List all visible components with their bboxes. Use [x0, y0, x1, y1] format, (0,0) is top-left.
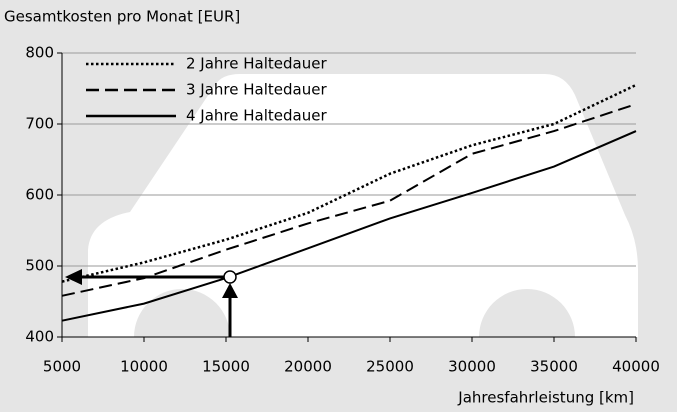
- x-tick-label: 15000: [202, 358, 250, 376]
- x-tick-label: 40000: [612, 358, 660, 376]
- y-tick-label: 700: [25, 115, 54, 133]
- x-tick-label: 5000: [43, 358, 81, 376]
- x-tick-label: 30000: [448, 358, 496, 376]
- y-tick-label: 400: [25, 328, 54, 346]
- x-tick-label: 25000: [366, 358, 414, 376]
- legend-label: 4 Jahre Haltedauer: [186, 107, 327, 125]
- x-tick-label: 35000: [530, 358, 578, 376]
- y-tick-label: 500: [25, 257, 54, 275]
- x-axis-title: Jahresfahrleistung [km]: [457, 389, 634, 407]
- legend-label: 3 Jahre Haltedauer: [186, 81, 327, 99]
- x-tick-label: 20000: [284, 358, 332, 376]
- legend-label: 2 Jahre Haltedauer: [186, 55, 327, 73]
- y-axis-title: Gesamtkosten pro Monat [EUR]: [4, 8, 240, 26]
- marker-point: [224, 271, 236, 283]
- y-tick-label: 600: [25, 186, 54, 204]
- x-tick-label: 10000: [120, 358, 168, 376]
- y-tick-label: 800: [25, 44, 54, 62]
- chart: Gesamtkosten pro Monat [EUR] Jahresfahrl…: [0, 0, 677, 412]
